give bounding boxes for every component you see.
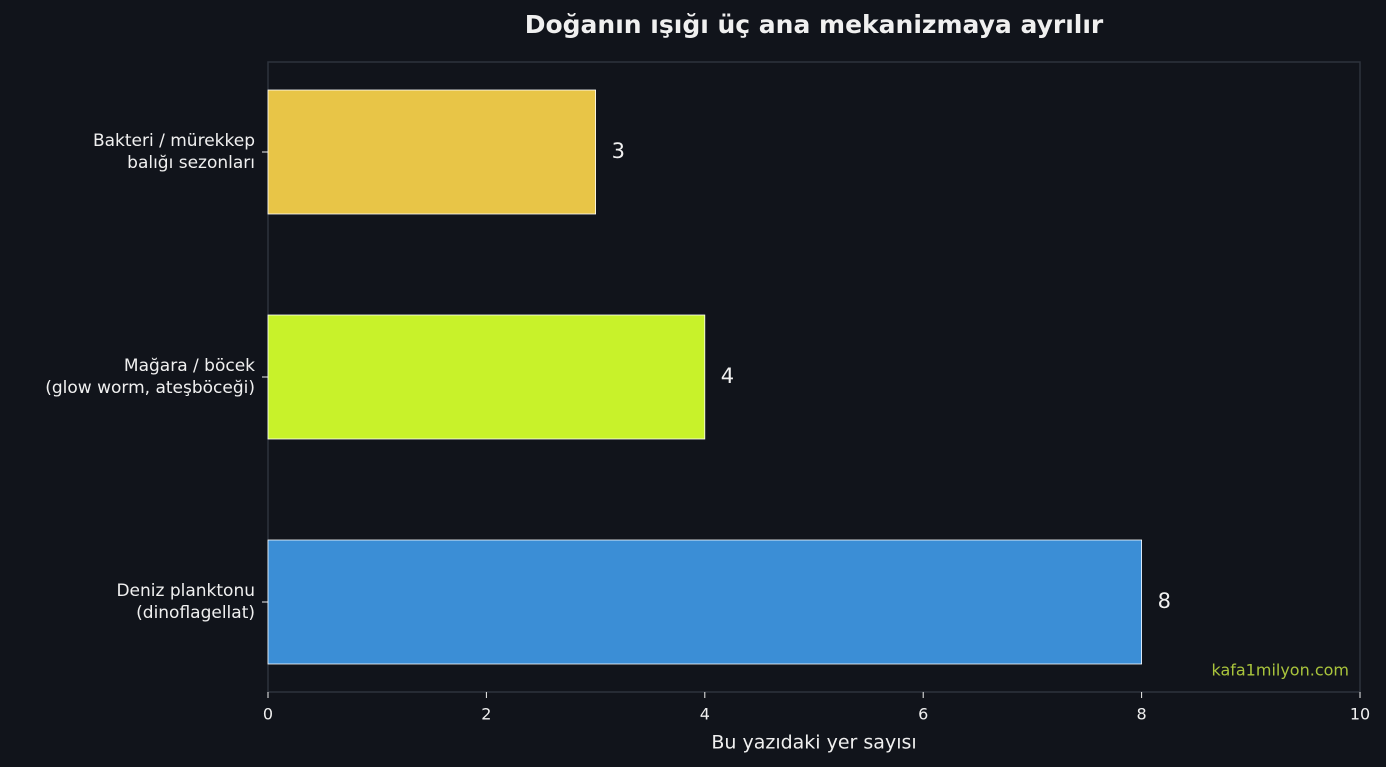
x-tick-label: 10 — [1350, 705, 1370, 724]
x-tick-label: 8 — [1137, 705, 1147, 724]
watermark: kafa1milyon.com — [1211, 661, 1349, 680]
bar — [267, 314, 706, 440]
x-tick-label: 6 — [918, 705, 928, 724]
x-tick-label: 4 — [700, 705, 710, 724]
x-tick-label: 0 — [263, 705, 273, 724]
y-tick-label: Mağara / böcek (glow worm, ateşböceği) — [45, 356, 255, 398]
y-tick-label: Deniz planktonu (dinoflagellat) — [116, 581, 255, 623]
chart-title: Doğanın ışığı üç ana mekanizmaya ayrılır — [525, 10, 1104, 39]
bar — [267, 539, 1142, 665]
value-label: 8 — [1158, 589, 1171, 613]
value-label: 4 — [721, 364, 734, 388]
x-axis-label: Bu yazıdaki yer sayısı — [711, 732, 916, 754]
x-tick-label: 2 — [481, 705, 491, 724]
bar — [267, 89, 597, 215]
y-tick-label: Bakteri / mürekkep balığı sezonları — [92, 131, 255, 173]
value-label: 3 — [612, 139, 625, 163]
